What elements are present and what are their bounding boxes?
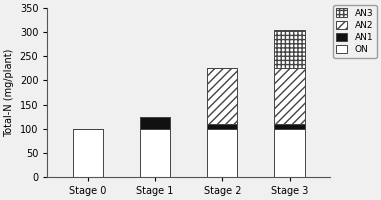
Bar [140,129,170,177]
Bar [274,124,305,129]
Bar [207,129,237,177]
Bar [207,124,237,129]
Bar [274,30,305,68]
Bar [140,117,170,129]
Y-axis label: Total-N (mg/plant): Total-N (mg/plant) [4,48,14,137]
Bar [274,129,305,177]
Bar [274,68,305,124]
Legend: AN3, AN2, AN1, ON: AN3, AN2, AN1, ON [333,5,377,58]
Bar [73,129,103,177]
Bar [207,68,237,124]
